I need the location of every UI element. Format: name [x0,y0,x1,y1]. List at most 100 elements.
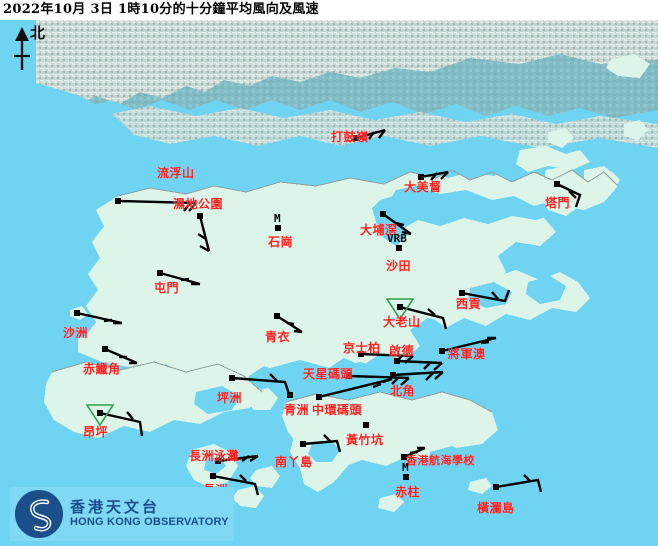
station-marker-dot[interactable] [215,458,221,464]
station-marker-dot[interactable] [274,313,280,319]
station-marker-dot[interactable] [418,174,424,180]
wind-barb [212,474,260,496]
wind-barb [495,474,543,493]
station-marker-dot[interactable] [102,346,108,352]
wind-barb [318,377,393,399]
hko-logo: 香港天文台 HONG KONG OBSERVATORY [10,487,234,541]
wind-barb-layer [76,128,582,496]
station-marker-dot[interactable] [229,375,235,381]
station-marker-dot[interactable] [197,213,203,219]
hko-emblem-icon [15,490,63,538]
station-label[interactable]: 塔門 [545,196,571,210]
station-marker-layer [74,135,560,490]
station-label[interactable]: 黃竹坑 [346,433,384,447]
wind-barb [403,446,426,459]
wind-barb [556,182,582,208]
station-marker-dot[interactable] [358,351,364,357]
wind-barb [217,454,259,463]
station-marker-dot[interactable] [157,270,163,276]
wind-barb [355,128,386,140]
wind-barb [117,199,197,212]
station-marker-dot[interactable] [394,358,400,364]
station-marker-dot[interactable] [97,410,103,416]
wind-barb [399,305,448,330]
station-label[interactable]: 橫瀾島 [477,501,515,515]
station-marker-dot[interactable] [554,181,560,187]
station-label[interactable]: 京士柏 [343,341,381,355]
wind-barb [159,271,201,286]
station-label[interactable]: 將軍澳 [448,347,486,361]
wind-barb [396,359,443,371]
station-marker-dot[interactable] [287,392,293,398]
north-arrow: 北 [4,22,60,78]
station-label[interactable]: 中環碼頭 [312,403,363,417]
north-label: 北 [30,24,46,42]
station-marker-dot[interactable] [300,441,306,447]
wind-barb [104,347,138,365]
station-label[interactable]: 赤柱 [395,485,421,499]
station-marker-dot[interactable] [380,211,386,217]
station-label[interactable]: 沙田 [386,259,412,273]
geography-layer [0,20,658,546]
station-mark-m: M [402,461,409,474]
station-label[interactable]: 沙洲 [63,326,89,340]
station-label[interactable]: 北角 [390,384,416,398]
wind-barb [276,314,303,334]
station-label[interactable]: 長洲泳灘 [189,449,240,463]
station-label[interactable]: 赤鱲角 [83,362,121,376]
station-label[interactable]: 石崗 [268,235,294,249]
station-label[interactable]: 大埔滘 [360,223,398,237]
station-mark-vrb: VRB [387,232,407,245]
station-marker-hill[interactable] [385,298,415,321]
station-label[interactable]: 南丫島 [275,455,313,469]
wind-barb [382,213,412,236]
station-label[interactable]: 流浮山 [157,166,195,180]
station-marker-dot[interactable] [74,310,80,316]
station-label[interactable]: 屯門 [154,281,180,295]
station-label[interactable]: 香港航海學校 [406,454,475,467]
station-label[interactable]: 青洲 [284,403,310,417]
hko-name-zh: 香港天文台 [70,498,161,516]
station-label[interactable]: 天星碼頭 [303,367,354,381]
station-marker-dot[interactable] [439,348,445,354]
station-label[interactable]: 打鼓嶺 [331,130,369,144]
station-label[interactable]: 坪洲 [217,391,243,405]
station-marker-dot[interactable] [397,304,403,310]
hko-name-en: HONG KONG OBSERVATORY [70,516,229,528]
station-label[interactable]: 昂坪 [83,425,109,439]
station-marker-dot[interactable] [493,484,499,490]
station-marker-dot[interactable] [346,373,352,379]
station-label[interactable]: 青衣 [265,330,291,344]
north-arrow-icon [14,27,30,70]
station-marker-hill[interactable] [85,404,115,427]
wind-barb [99,411,144,437]
station-marker-dot[interactable] [396,245,402,251]
station-marker-dot[interactable] [316,394,322,400]
wind-barb [420,170,449,181]
station-marker-dot[interactable] [115,198,121,204]
station-marker-dot[interactable] [275,225,281,231]
page-title: 2022年10月 3日 1時10分的十分鐘平均風向及風速 [3,2,319,17]
station-label[interactable]: 大老山 [383,315,421,329]
station-marker-dot[interactable] [403,474,409,480]
wind-barb [392,370,444,381]
station-marker-dot[interactable] [353,135,359,141]
wind-barb [231,373,291,395]
station-marker-dot[interactable] [363,422,369,428]
wind-barb [461,289,511,303]
station-marker-dot[interactable] [459,290,465,296]
station-label[interactable]: 濕地公園 [173,197,224,211]
station-label[interactable]: 大美督 [404,180,442,194]
hong-kong-wind-map: 打鼓嶺流浮山濕地公園石崗 M 大美督塔門大埔滘沙田 VRB 屯門西貢大老山沙洲 青衣赤鱲角… [0,20,658,546]
wind-barb [76,311,123,325]
wind-barb [302,434,342,453]
wind-barb [197,215,211,253]
station-label[interactable]: 啟德 [389,344,415,358]
wind-barb [348,374,410,386]
station-marker-dot[interactable] [210,473,216,479]
station-label[interactable]: 西貢 [456,297,482,311]
station-marker-dot[interactable] [401,454,407,460]
station-marker-dot[interactable] [390,372,396,378]
station-mark-m: M [274,212,281,225]
